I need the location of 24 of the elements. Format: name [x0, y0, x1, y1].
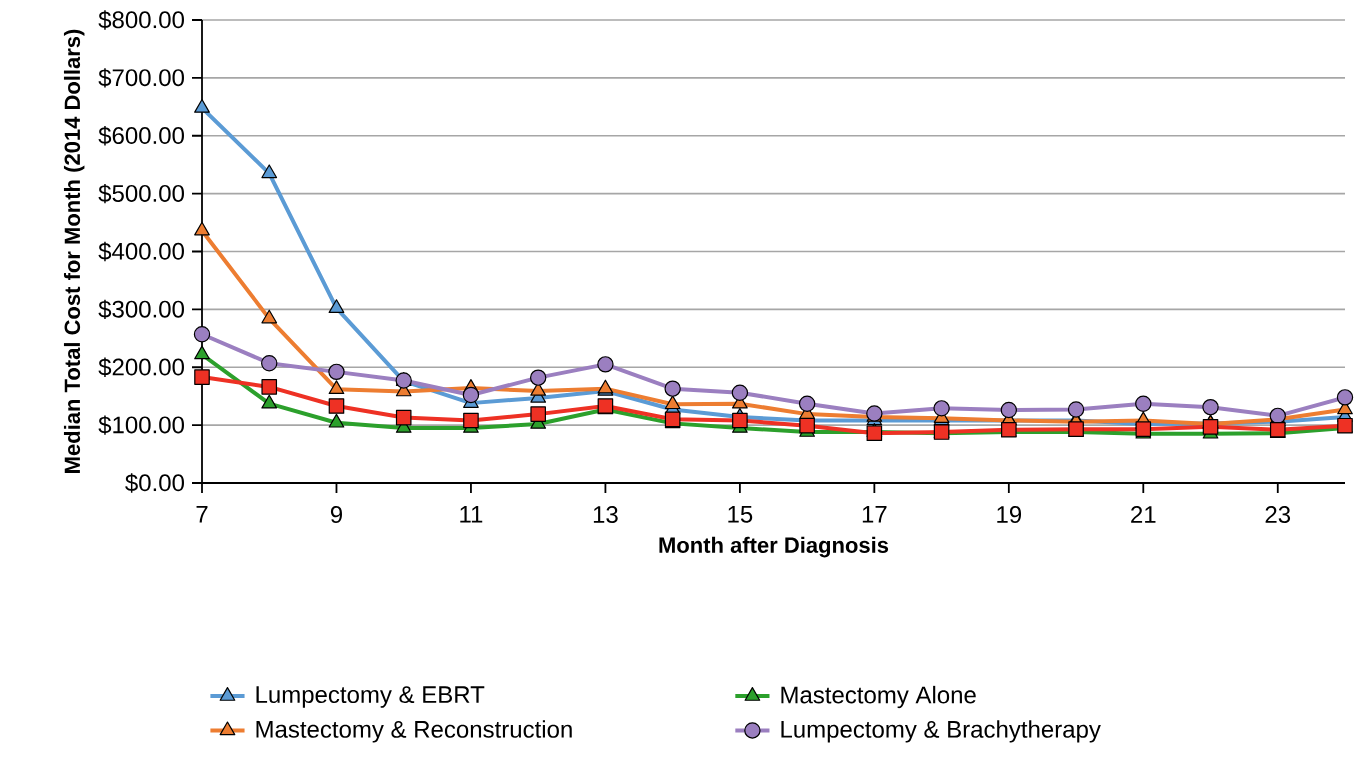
x-tick-label: 17	[862, 506, 887, 523]
y-tick-label: $200.00	[98, 357, 184, 377]
y-tick-label: $800.00	[98, 10, 184, 30]
x-tick-label: 7	[196, 506, 208, 523]
x-tick-label: 21	[1131, 506, 1156, 523]
legend-label: Mastectomy & Reconstruction	[256, 720, 572, 743]
legend-label: Lumpectomy & Brachytherapy	[781, 720, 1101, 743]
y-tick-label: $400.00	[98, 241, 184, 262]
y-tick-label: $0.00	[125, 473, 184, 493]
x-tick-label: 19	[997, 506, 1022, 524]
x-tick-label: 13	[593, 506, 618, 524]
y-axis-title: Median Total Cost for Month (2014 Dollars)	[63, 29, 85, 473]
x-axis-title: Month after Diagnosis	[659, 536, 889, 558]
x-tick-label: 9	[330, 506, 342, 524]
legend-label: Mastectomy Alone	[781, 685, 976, 709]
y-tick-label: $300.00	[98, 299, 184, 320]
legend-label: Lumpectomy & EBRT	[256, 686, 485, 708]
y-tick-label: $100.00	[98, 415, 184, 435]
y-tick-label: $700.00	[98, 68, 184, 88]
y-tick-label: $500.00	[98, 183, 184, 204]
x-tick-label: 23	[1265, 506, 1291, 524]
x-tick-label: 15	[728, 506, 753, 523]
x-tick-label: 11	[460, 506, 483, 523]
y-tick-label: $600.00	[98, 126, 184, 146]
